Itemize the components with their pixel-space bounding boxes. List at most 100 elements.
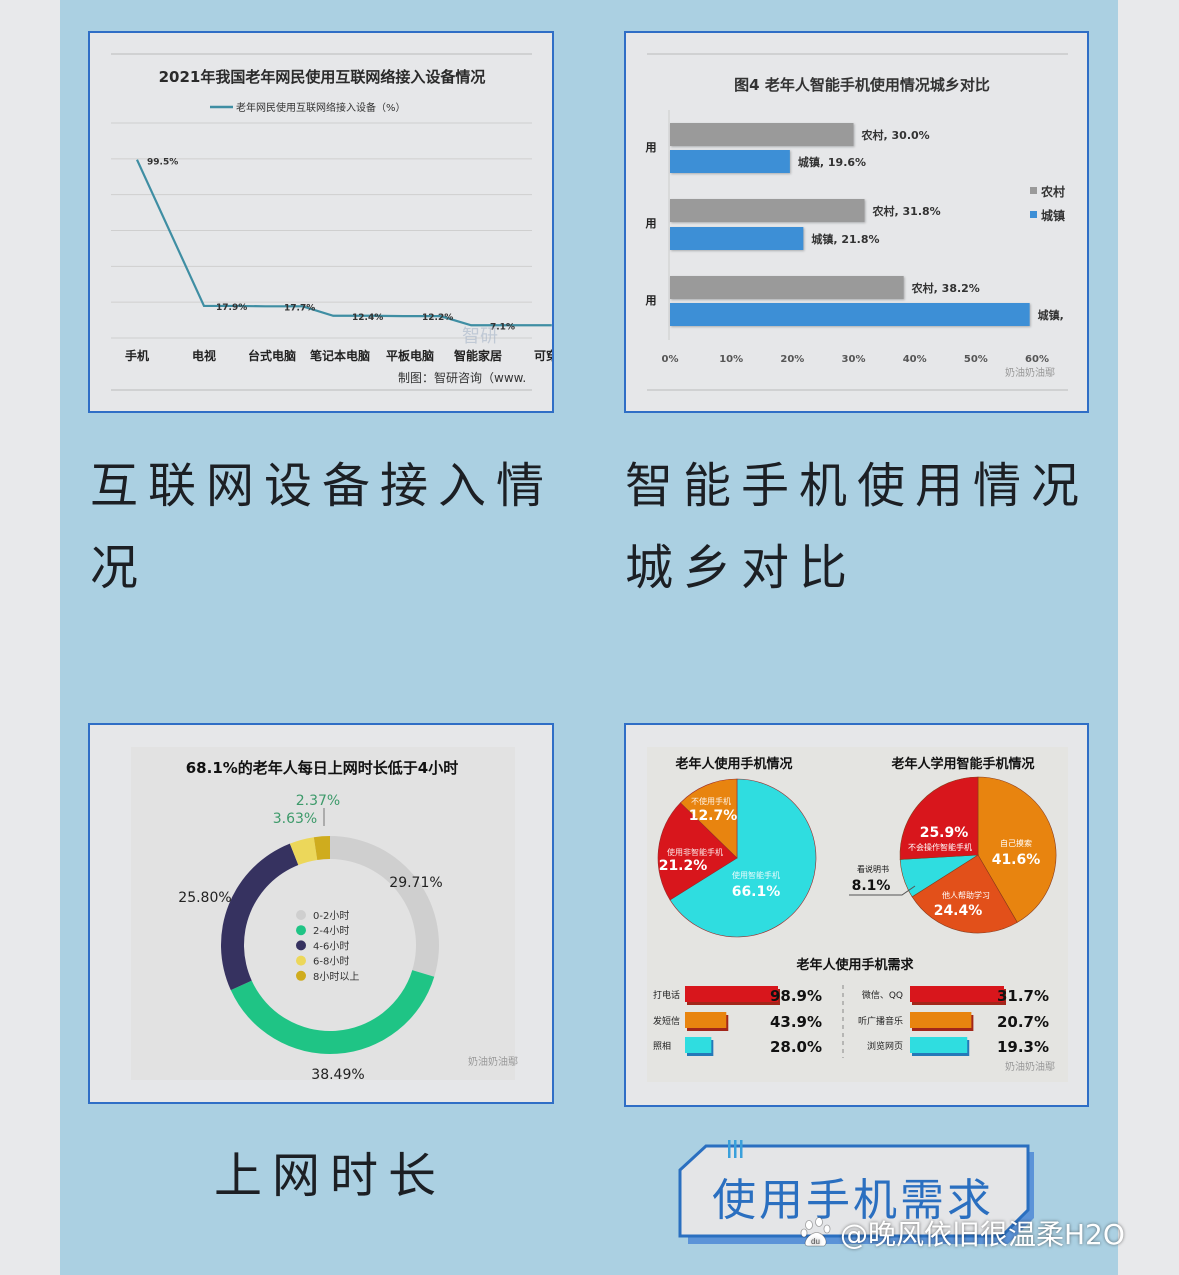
chart-title: 图4 老年人智能手机使用情况城乡对比 <box>734 76 990 94</box>
bar-城镇 <box>670 227 804 250</box>
legend-label: 8小时以上 <box>313 971 359 983</box>
x-tick-label: 手机 <box>125 348 149 363</box>
watermark-text: @晚风依旧很温柔H2O <box>840 1218 1125 1251</box>
data-label: 17.7% <box>284 303 315 313</box>
chart-card-devices: 2021年我国老年网民使用互联网络接入设备情况老年网民使用互联网络接入设备（%）… <box>88 31 554 413</box>
pie-title: 老年人使用手机情况 <box>674 756 792 772</box>
bar-value-label: 98.9% <box>770 987 822 1005</box>
bar-data-label: 城镇, 21.8% <box>811 232 879 246</box>
pie-slice <box>977 776 1057 923</box>
x-tick-label: 可穿 <box>534 348 552 363</box>
caption-urban-rural: 智能手机使用情况城乡对比 <box>625 458 1090 596</box>
x-tick-label: 60% <box>1025 354 1049 365</box>
bar-category-label: 照相 <box>653 1040 671 1052</box>
bar-category-label: 听广播音乐 <box>858 1015 903 1027</box>
data-label: 17.9% <box>216 303 247 313</box>
bar-value-label: 20.7% <box>997 1013 1049 1031</box>
bar-data-label: 城镇, <box>1038 308 1064 322</box>
bar-微信、QQ <box>910 986 1004 1002</box>
slice-name: 他人帮助学习 <box>942 890 990 900</box>
watermark: 奶油奶油鄢 <box>468 1055 518 1068</box>
bar-value-label: 31.7% <box>997 987 1049 1005</box>
pie-title: 老年人学用智能手机情况 <box>890 756 1034 772</box>
x-tick-label: 0% <box>662 354 679 365</box>
caption-badge-phone-needs: 使用手机需求 <box>676 1140 1046 1250</box>
x-tick-label: 笔记本电脑 <box>310 348 370 363</box>
slice-name: 自己摸索 <box>1000 838 1032 848</box>
bar-听广播音乐 <box>910 1012 972 1028</box>
pie-slice <box>669 778 817 938</box>
slice-name: 不会操作智能手机 <box>908 842 972 852</box>
legend-swatch-icon <box>1030 211 1037 218</box>
donut-slice <box>313 836 330 860</box>
x-tick-label: 10% <box>719 354 743 365</box>
bar-category-label: 微信、QQ <box>862 989 903 1001</box>
legend-dot-icon <box>296 955 306 966</box>
badge-frame <box>678 1140 1034 1244</box>
legend-dot-icon <box>296 940 306 951</box>
chart-title: 2021年我国老年网民使用互联网络接入设备情况 <box>159 68 486 86</box>
data-label: 7.1% <box>490 322 515 332</box>
donut-slice <box>221 843 299 991</box>
legend-swatch-icon <box>1030 187 1037 194</box>
chart-card-urban-rural: 图4 老年人智能手机使用情况城乡对比用用用农村, 30.0% 农村, 31.8% 农… <box>624 31 1089 413</box>
slice-label: 2.37% <box>296 793 340 809</box>
legend-label: 2-4小时 <box>313 925 349 937</box>
bar-城镇 <box>670 303 1030 326</box>
x-tick-label: 台式电脑 <box>248 348 296 363</box>
slice-value: 21.2% <box>659 858 708 874</box>
svg-text:du: du <box>811 1237 820 1246</box>
legend-label: 城镇 <box>1041 208 1065 223</box>
bar-value-label: 19.3% <box>997 1038 1049 1056</box>
donut-slice <box>330 836 439 977</box>
legend-label: 6-8小时 <box>313 956 349 968</box>
slice-value: 12.7% <box>689 808 738 824</box>
x-tick-label: 40% <box>903 354 927 365</box>
legend-label: 老年网民使用互联网络接入设备（%） <box>236 101 406 114</box>
watermark: 奶油奶油鄢 <box>1005 366 1055 379</box>
slice-label: 29.71% <box>389 875 442 891</box>
x-tick-label: 20% <box>780 354 804 365</box>
bar-value-label: 43.9% <box>770 1013 822 1031</box>
badge-title: 使用手机需求 <box>712 1175 994 1226</box>
bar-data-label: 农村, 30.0% <box>861 128 930 142</box>
y-tick-label: 用 <box>646 217 657 230</box>
data-label: 12.2% <box>422 313 453 323</box>
donut-slice <box>289 837 318 866</box>
baidu-paw-icon: du <box>800 1217 831 1247</box>
bar-照相 <box>685 1037 712 1053</box>
chart-svg: 68.1%的老年人每日上网时长低于4小时 29.71% 38.49% 25.80% 3.… <box>131 747 518 1083</box>
chart-svg: 老年人使用手机情况 66.1% 21.2% 12.7% 使用智能手机 使用非智能手机 不使用… <box>647 747 1068 1082</box>
data-label: 12.4% <box>352 313 383 323</box>
y-tick-label: 用 <box>646 294 657 307</box>
pie-slice <box>680 778 738 859</box>
slice-value: 24.4% <box>934 903 983 919</box>
bar-城镇 <box>670 150 790 173</box>
chart-card-phone-needs: 老年人使用手机情况 66.1% 21.2% 12.7% 使用智能手机 使用非智能手机 不使用… <box>624 723 1089 1107</box>
slice-name: 使用智能手机 <box>732 870 780 880</box>
y-tick-label: 用 <box>646 141 657 154</box>
slice-label: 3.63% <box>273 811 317 827</box>
leader-line <box>849 885 916 896</box>
series-line <box>136 159 552 327</box>
x-tick-label: 电视 <box>192 348 216 363</box>
slice-value: 66.1% <box>732 884 781 900</box>
slice-value: 41.6% <box>992 852 1041 868</box>
bar-category-label: 浏览网页 <box>867 1040 903 1052</box>
bar-category-label: 发短信 <box>653 1015 680 1027</box>
bar-打电话 <box>685 986 778 1002</box>
bar-农村 <box>670 199 865 222</box>
slice-name: 看说明书 <box>857 864 889 874</box>
author-watermark: du @晚风依旧很温柔H2O <box>800 1213 1125 1253</box>
bar-浏览网页 <box>910 1037 968 1053</box>
slice-label: 25.80% <box>178 890 231 906</box>
logo-watermark: 智研 <box>462 326 498 347</box>
caption-devices: 互联网设备接入情况 <box>90 458 555 596</box>
x-tick-label: 智能家居 <box>453 348 502 363</box>
bar-data-label: 农村, 38.2% <box>911 281 980 295</box>
slice-value: 25.9% <box>920 825 969 841</box>
pie-slice <box>657 802 738 901</box>
caption-online-hours: 上网时长 <box>214 1148 447 1204</box>
legend-dot-icon <box>296 910 306 920</box>
